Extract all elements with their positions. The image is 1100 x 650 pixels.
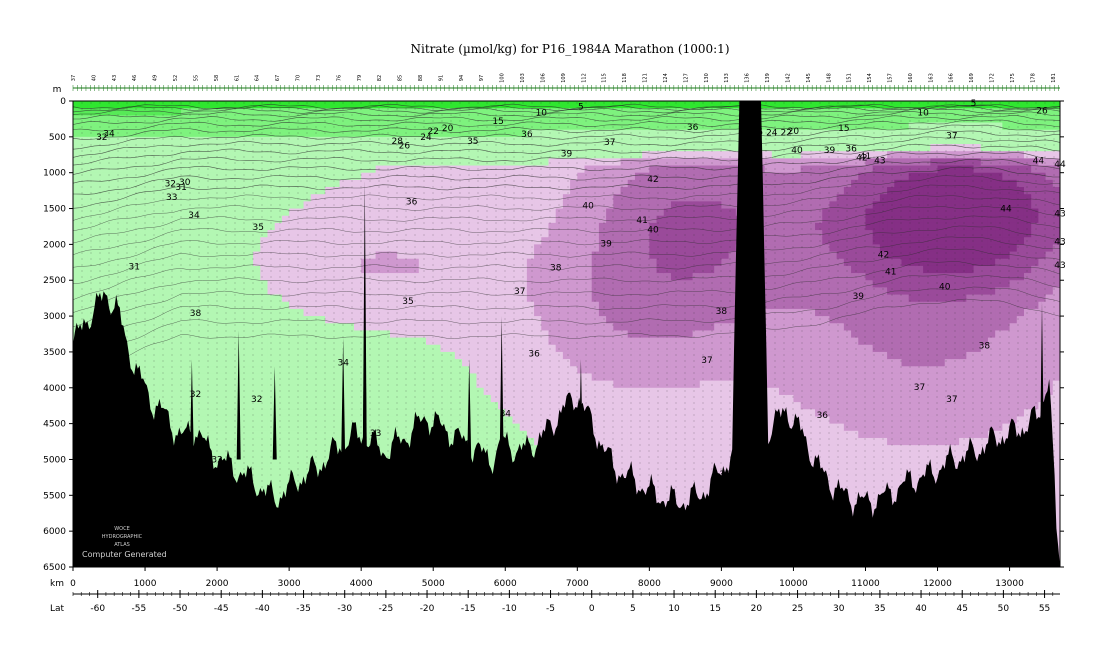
chart-title: Nitrate (µmol/kg) for P16_1984A Marathon…	[410, 42, 730, 56]
